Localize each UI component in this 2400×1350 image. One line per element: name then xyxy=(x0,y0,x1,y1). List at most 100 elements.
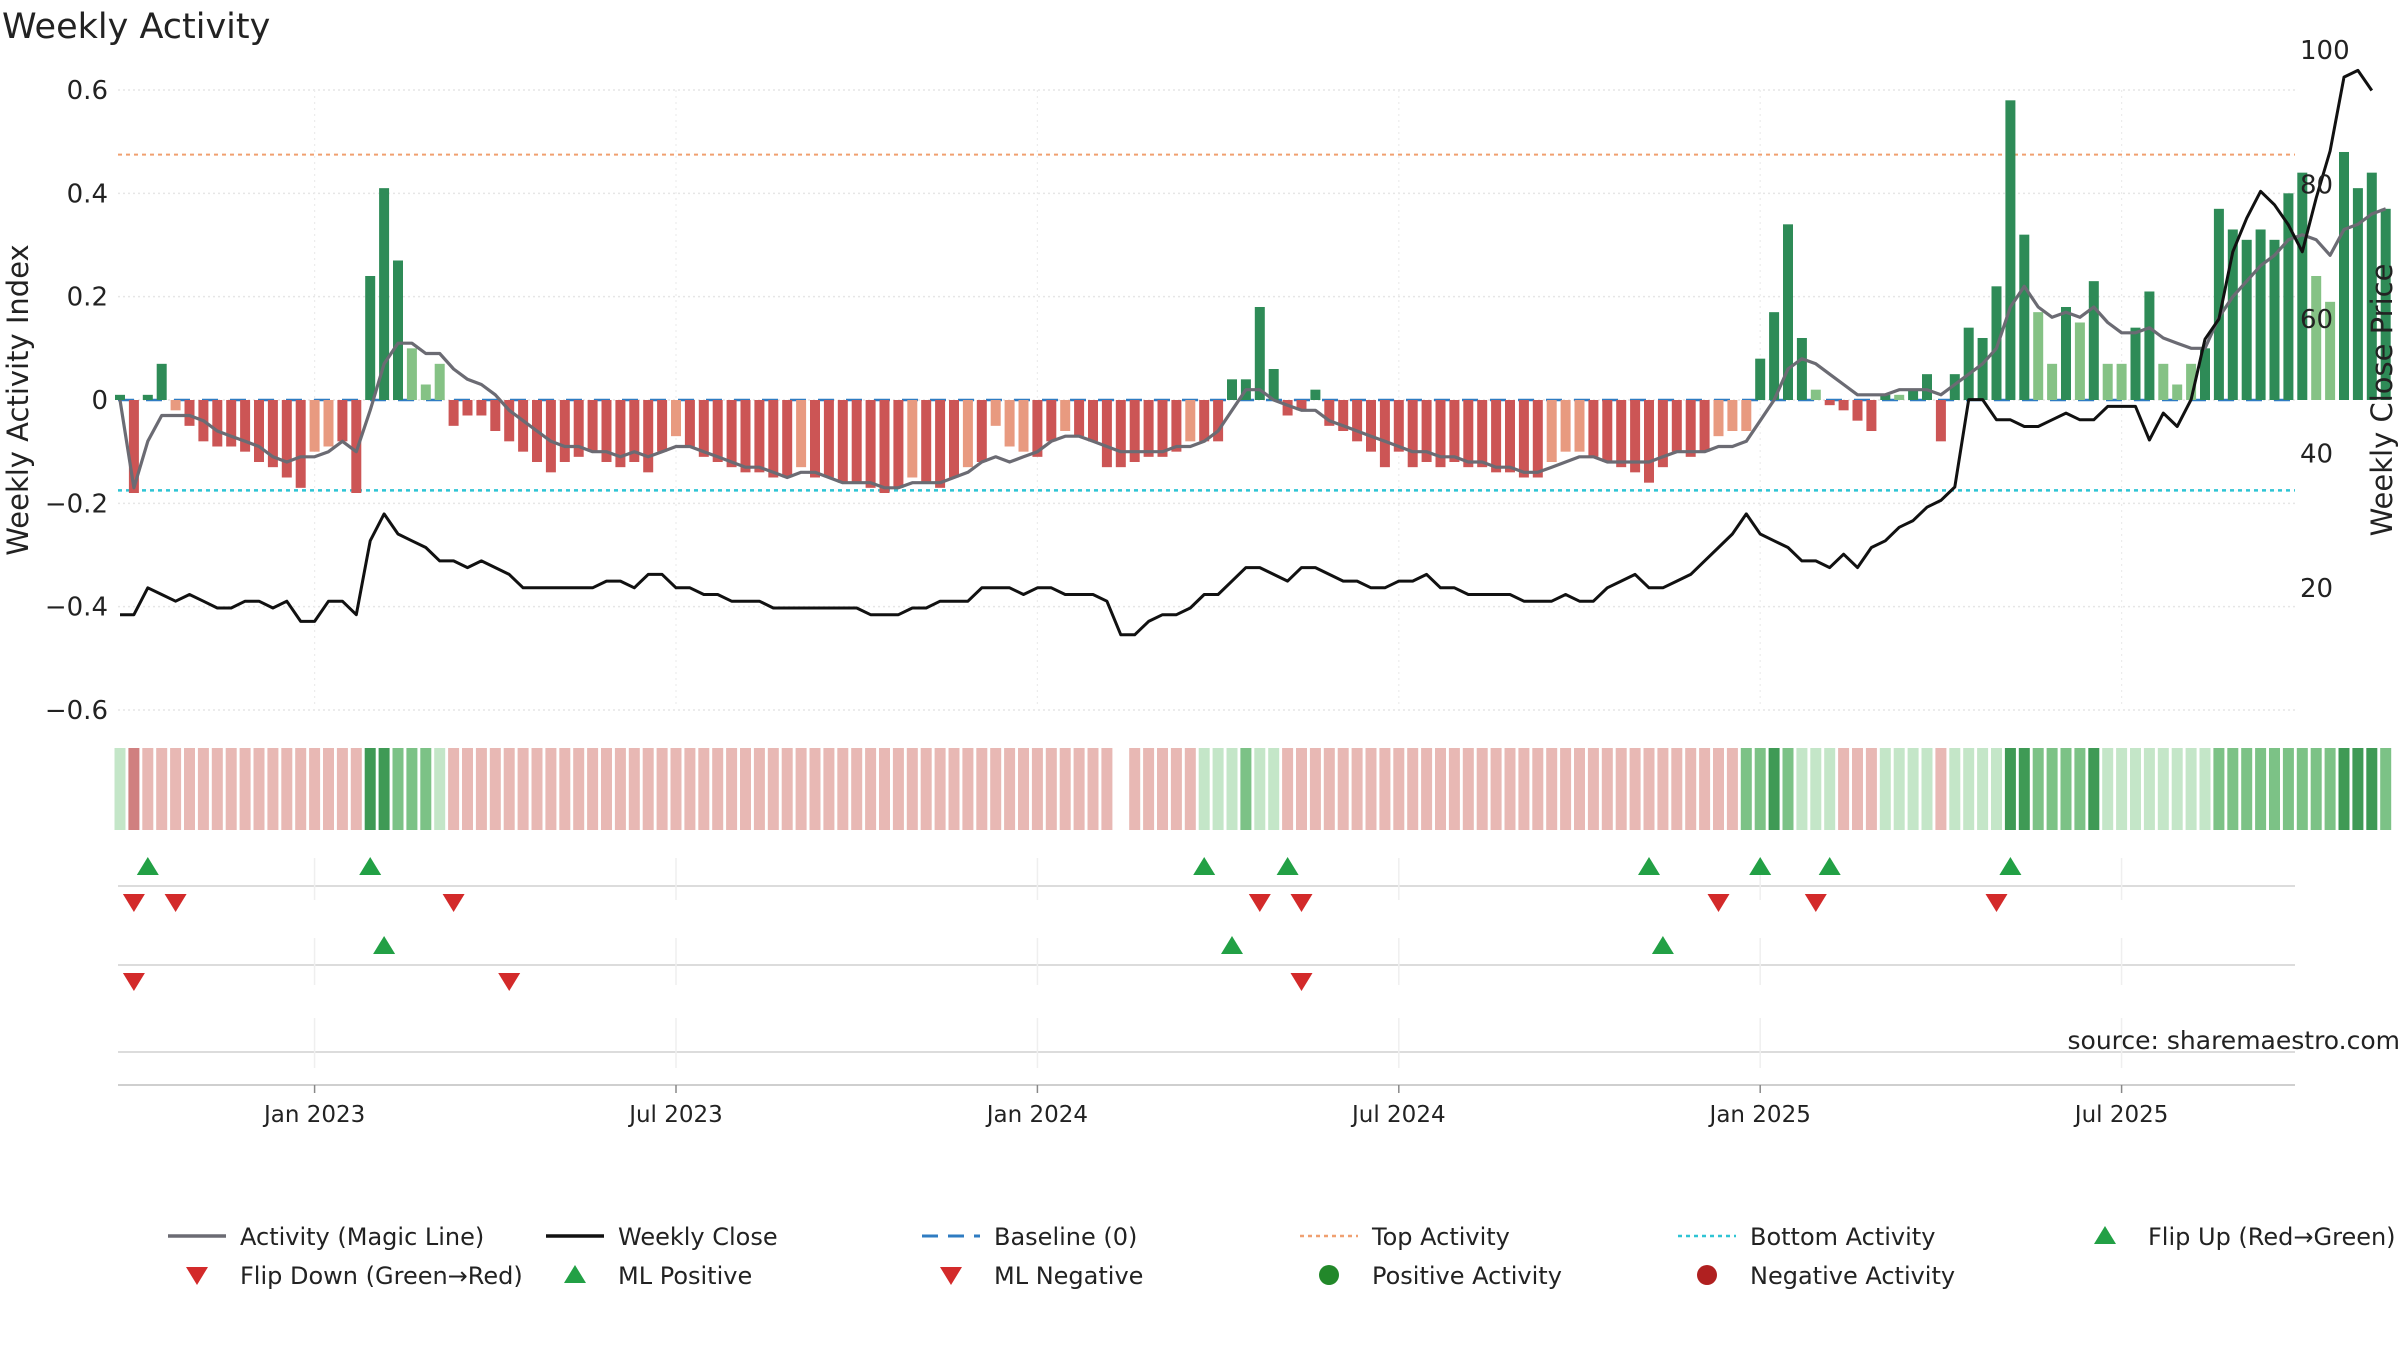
regime-cell xyxy=(545,748,557,830)
flip-up-marker xyxy=(1749,857,1772,875)
activity-bar xyxy=(976,400,987,463)
activity-bar xyxy=(1755,358,1766,400)
regime-cell xyxy=(1560,748,1572,830)
regime-cell xyxy=(1574,748,1585,830)
regime-cell xyxy=(1546,748,1558,830)
activity-bar xyxy=(1991,286,2002,400)
regime-cell xyxy=(1601,748,1613,830)
y-tick-label: 0.4 xyxy=(67,179,108,209)
activity-bar xyxy=(1310,389,1321,400)
regime-cell xyxy=(1643,748,1655,830)
activity-bar xyxy=(573,400,584,457)
activity-bar xyxy=(226,400,237,447)
activity-bar xyxy=(2172,384,2183,400)
activity-bar xyxy=(1963,327,1974,400)
y-axis-label: Weekly Activity Index xyxy=(1,244,35,555)
regime-cell xyxy=(1157,748,1168,830)
activity-bar xyxy=(2325,301,2336,400)
activity-bar xyxy=(1366,400,1376,452)
activity-bar xyxy=(1185,400,1196,442)
regime-cell xyxy=(1212,748,1224,830)
regime-cell xyxy=(795,748,807,830)
regime-cell xyxy=(1087,748,1099,830)
activity-bar xyxy=(921,400,932,483)
activity-bar xyxy=(657,400,668,452)
activity-bar xyxy=(379,188,390,400)
activity-bar xyxy=(601,400,612,463)
activity-bar xyxy=(1505,400,1515,473)
activity-bar xyxy=(1685,400,1696,457)
flip-down-marker xyxy=(164,894,187,912)
regime-cell xyxy=(1365,748,1377,830)
activity-bar xyxy=(351,400,362,494)
activity-bar xyxy=(1018,400,1029,452)
regime-cell xyxy=(281,748,293,830)
activity-bar xyxy=(476,400,487,416)
regime-cell xyxy=(1865,748,1877,830)
regime-cell xyxy=(1337,748,1349,830)
activity-bar xyxy=(1880,394,1891,400)
legend-symbol xyxy=(186,1267,208,1285)
activity-bar xyxy=(281,400,292,478)
regime-cell xyxy=(1490,748,1502,830)
regime-cell xyxy=(670,748,682,830)
y-tick-label: 0 xyxy=(91,386,108,416)
regime-cell xyxy=(948,748,960,830)
regime-cell xyxy=(2310,748,2322,830)
regime-cell xyxy=(1296,748,1307,830)
regime-cell xyxy=(128,748,140,830)
regime-cell xyxy=(698,748,710,830)
regime-cell xyxy=(1448,748,1460,830)
regime-cell xyxy=(781,748,793,830)
activity-bar xyxy=(1421,400,1432,463)
ml-negative-marker xyxy=(1290,973,1313,991)
regime-cell xyxy=(2018,748,2030,830)
activity-bar xyxy=(865,400,876,488)
regime-cell xyxy=(1198,748,1210,830)
activity-bar xyxy=(796,400,807,468)
activity-bar xyxy=(1254,306,1265,400)
legend-tri-down-swatch xyxy=(186,1267,208,1285)
activity-bar xyxy=(115,394,125,400)
activity-bar xyxy=(545,400,556,473)
activity-bar xyxy=(949,400,959,478)
activity-bar xyxy=(365,275,376,400)
regime-cell xyxy=(489,748,501,830)
flip-up-marker xyxy=(1999,857,2022,875)
legend-label: Flip Down (Green→Red) xyxy=(240,1262,523,1290)
regime-cell xyxy=(462,748,473,830)
activity-bar xyxy=(1449,400,1460,463)
regime-cell xyxy=(1768,748,1780,830)
activity-bar xyxy=(837,400,848,483)
flip-up-marker xyxy=(1818,857,1841,875)
activity-bar xyxy=(2102,363,2113,400)
activity-bar xyxy=(1796,337,1807,400)
regime-cell xyxy=(1713,748,1724,830)
activity-bar xyxy=(2241,239,2252,400)
regime-cell xyxy=(2324,748,2336,830)
flip-up-marker xyxy=(1638,857,1660,875)
legend-label: Top Activity xyxy=(1371,1223,1510,1251)
regime-cell xyxy=(156,748,168,830)
activity-bar xyxy=(768,400,779,478)
flip-down-marker xyxy=(1804,894,1827,912)
regime-cell xyxy=(1462,748,1474,830)
regime-cell xyxy=(1615,748,1627,830)
regime-cell xyxy=(2102,748,2114,830)
activity-bar xyxy=(1143,400,1154,457)
x-gridlines xyxy=(314,90,2123,707)
regime-cell xyxy=(1726,748,1738,830)
activity-bar xyxy=(2033,312,2044,400)
regime-cell xyxy=(378,748,390,830)
regime-cell xyxy=(1782,748,1794,830)
regime-cell xyxy=(2282,748,2294,830)
regime-cell xyxy=(837,748,849,830)
legend-circle-swatch xyxy=(1319,1265,1339,1285)
regime-cell xyxy=(1991,748,2002,830)
legend-tri-up-swatch xyxy=(564,1265,586,1283)
x-tick-label: Jul 2025 xyxy=(2073,1102,2169,1128)
x-tick-label: Jul 2023 xyxy=(627,1102,723,1128)
activity-bar xyxy=(434,363,445,400)
legend-label: Positive Activity xyxy=(1372,1262,1562,1290)
activity-bar xyxy=(1657,400,1668,468)
